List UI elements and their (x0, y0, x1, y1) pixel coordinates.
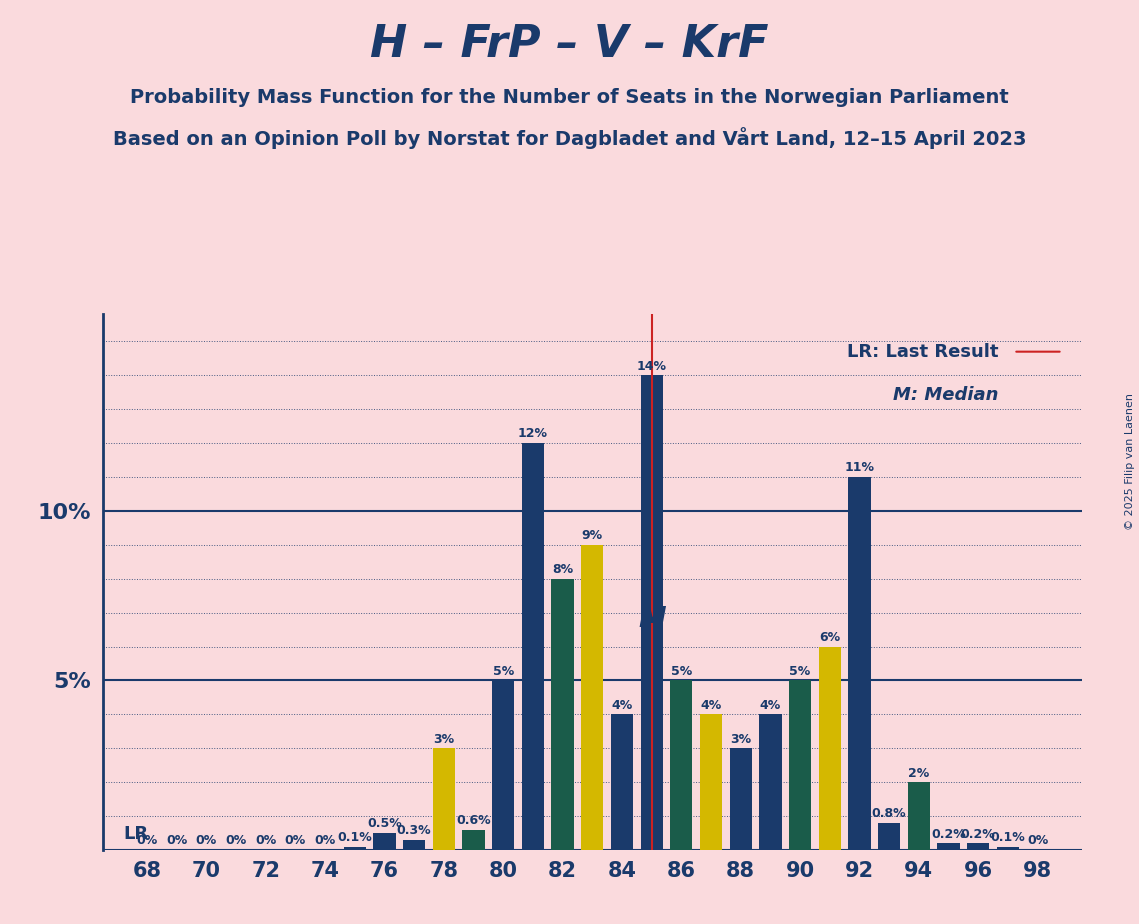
Text: 14%: 14% (637, 359, 666, 372)
Text: 0.1%: 0.1% (991, 831, 1025, 844)
Text: LR: LR (123, 825, 148, 844)
Text: 3%: 3% (433, 733, 454, 746)
Bar (908, 783, 929, 850)
Text: 0.1%: 0.1% (337, 831, 372, 844)
Text: 9%: 9% (582, 529, 603, 542)
Text: 0.8%: 0.8% (871, 808, 907, 821)
Text: © 2025 Filip van Laenen: © 2025 Filip van Laenen (1125, 394, 1134, 530)
Text: 0.3%: 0.3% (396, 824, 432, 837)
Bar (730, 748, 752, 850)
Bar (819, 647, 841, 850)
Text: 2%: 2% (908, 767, 929, 780)
Bar (403, 840, 425, 850)
Text: Based on an Opinion Poll by Norstat for Dagbladet and Vårt Land, 12–15 April 202: Based on an Opinion Poll by Norstat for … (113, 128, 1026, 150)
Bar (997, 846, 1019, 850)
Text: H – FrP – V – KrF: H – FrP – V – KrF (370, 23, 769, 67)
Bar (789, 680, 811, 850)
Text: 5%: 5% (492, 664, 514, 678)
Text: 0%: 0% (1027, 834, 1048, 847)
Text: 0.2%: 0.2% (961, 828, 995, 841)
Text: 0%: 0% (137, 834, 157, 847)
Text: 4%: 4% (760, 699, 781, 711)
Text: 0%: 0% (285, 834, 306, 847)
Text: M: Median: M: Median (893, 385, 999, 404)
Bar (433, 748, 454, 850)
Text: 0%: 0% (314, 834, 336, 847)
Bar (640, 375, 663, 850)
Text: 0%: 0% (166, 834, 187, 847)
Text: 6%: 6% (819, 631, 841, 644)
Text: M: M (638, 605, 666, 634)
Text: 0%: 0% (196, 834, 218, 847)
Bar (344, 846, 366, 850)
Bar (937, 844, 960, 850)
Text: 3%: 3% (730, 733, 752, 746)
Bar (522, 443, 544, 850)
Bar (551, 578, 574, 850)
Text: 0.2%: 0.2% (931, 828, 966, 841)
Bar (581, 545, 604, 850)
Bar (462, 830, 485, 850)
Text: 11%: 11% (844, 461, 875, 474)
Bar (670, 680, 693, 850)
Text: 5%: 5% (671, 664, 693, 678)
Text: 4%: 4% (700, 699, 722, 711)
Bar (492, 680, 515, 850)
Text: 0.5%: 0.5% (367, 818, 402, 831)
Bar (699, 714, 722, 850)
Bar (374, 833, 395, 850)
Text: 0%: 0% (226, 834, 247, 847)
Text: 5%: 5% (789, 664, 811, 678)
Bar (967, 844, 990, 850)
Text: LR: Last Result: LR: Last Result (847, 343, 999, 360)
Bar (611, 714, 633, 850)
Text: 4%: 4% (612, 699, 632, 711)
Text: 0.6%: 0.6% (457, 814, 491, 827)
Text: 0%: 0% (255, 834, 277, 847)
Text: 12%: 12% (518, 427, 548, 441)
Text: Probability Mass Function for the Number of Seats in the Norwegian Parliament: Probability Mass Function for the Number… (130, 88, 1009, 107)
Bar (849, 477, 870, 850)
Text: 8%: 8% (552, 563, 573, 576)
Bar (760, 714, 781, 850)
Bar (878, 823, 900, 850)
